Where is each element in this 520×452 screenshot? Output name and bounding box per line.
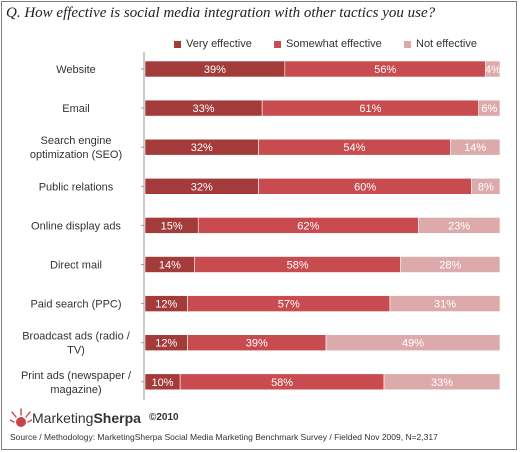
legend-item-somewhat-effective: Somewhat effective bbox=[274, 38, 382, 50]
marketingsherpa-logo: MarketingSherpa ©2010 bbox=[10, 406, 210, 430]
legend-label-somewhat-effective: Somewhat effective bbox=[286, 38, 382, 50]
category-label: TV) bbox=[67, 345, 85, 357]
data-label: 12% bbox=[155, 338, 177, 350]
data-label: 58% bbox=[287, 260, 309, 272]
legend-swatch-very-effective bbox=[174, 40, 181, 48]
bar-segment-not-effective bbox=[400, 256, 501, 273]
data-label: 10% bbox=[152, 377, 174, 389]
data-label: 56% bbox=[374, 64, 396, 76]
data-label: 61% bbox=[359, 103, 381, 115]
data-label: 8% bbox=[478, 181, 494, 193]
data-label: 58% bbox=[271, 377, 293, 389]
copyright: ©2010 bbox=[149, 412, 179, 423]
category-label: Website bbox=[56, 64, 96, 76]
legend-label-not-effective: Not effective bbox=[416, 38, 477, 50]
category-label: magazine) bbox=[50, 384, 101, 396]
legend-item-not-effective: Not effective bbox=[404, 38, 477, 50]
category-label: Email bbox=[62, 103, 90, 115]
logo-wordmark: MarketingSherpa bbox=[32, 410, 141, 426]
category-label: Online display ads bbox=[31, 220, 121, 232]
data-label: 12% bbox=[155, 299, 177, 311]
category-label: Paid search (PPC) bbox=[30, 299, 121, 311]
data-label: 62% bbox=[297, 220, 319, 232]
legend-item-very-effective: Very effective bbox=[174, 38, 252, 50]
legend: Very effective Somewhat effective Not ef… bbox=[0, 38, 520, 52]
data-label: 39% bbox=[204, 64, 226, 76]
data-label: 39% bbox=[246, 338, 268, 350]
data-label: 49% bbox=[402, 338, 424, 350]
data-label: 32% bbox=[191, 142, 213, 154]
data-label: 32% bbox=[191, 181, 213, 193]
data-label: 28% bbox=[439, 260, 461, 272]
data-label: 14% bbox=[159, 260, 181, 272]
bar-segment-not-effective bbox=[485, 60, 501, 78]
category-label: Broadcast ads (radio / bbox=[22, 331, 131, 343]
sunburst-icon bbox=[10, 408, 32, 427]
bar-segment-not-effective bbox=[449, 138, 501, 156]
legend-swatch-not-effective bbox=[404, 40, 411, 48]
category-label: Public relations bbox=[39, 181, 114, 193]
category-label: optimization (SEO) bbox=[30, 149, 122, 161]
data-label: 33% bbox=[193, 103, 215, 115]
source-methodology: Source / Methodology: MarketingSherpa So… bbox=[10, 432, 438, 442]
data-label: 14% bbox=[464, 142, 486, 154]
bar-segment-not-effective bbox=[325, 334, 501, 352]
bar-segment-not-effective bbox=[383, 373, 501, 391]
data-label: 33% bbox=[431, 377, 453, 389]
legend-label-very-effective: Very effective bbox=[186, 38, 252, 50]
data-label: 15% bbox=[161, 220, 183, 232]
bar-segment-not-effective bbox=[418, 217, 501, 234]
data-label: 6% bbox=[481, 103, 497, 115]
data-label: 4% bbox=[485, 64, 501, 76]
data-label: 31% bbox=[434, 299, 456, 311]
category-label: Direct mail bbox=[50, 260, 102, 272]
logo-text-sherpa: Sherpa bbox=[93, 410, 141, 426]
legend-swatch-somewhat-effective bbox=[274, 40, 281, 48]
bar-segment-not-effective bbox=[478, 99, 501, 117]
category-label: Print ads (newspaper / bbox=[21, 370, 132, 382]
data-label: 54% bbox=[343, 142, 365, 154]
bar-segment-not-effective bbox=[389, 295, 501, 312]
bar-segment-not-effective bbox=[471, 178, 501, 195]
data-label: 23% bbox=[448, 220, 470, 232]
logo-text-marketing: Marketing bbox=[32, 410, 94, 426]
chart-question: Q. How effective is social media integra… bbox=[6, 5, 436, 21]
category-label: Search engine bbox=[41, 135, 112, 147]
data-label: 60% bbox=[354, 181, 376, 193]
data-label: 57% bbox=[278, 299, 300, 311]
